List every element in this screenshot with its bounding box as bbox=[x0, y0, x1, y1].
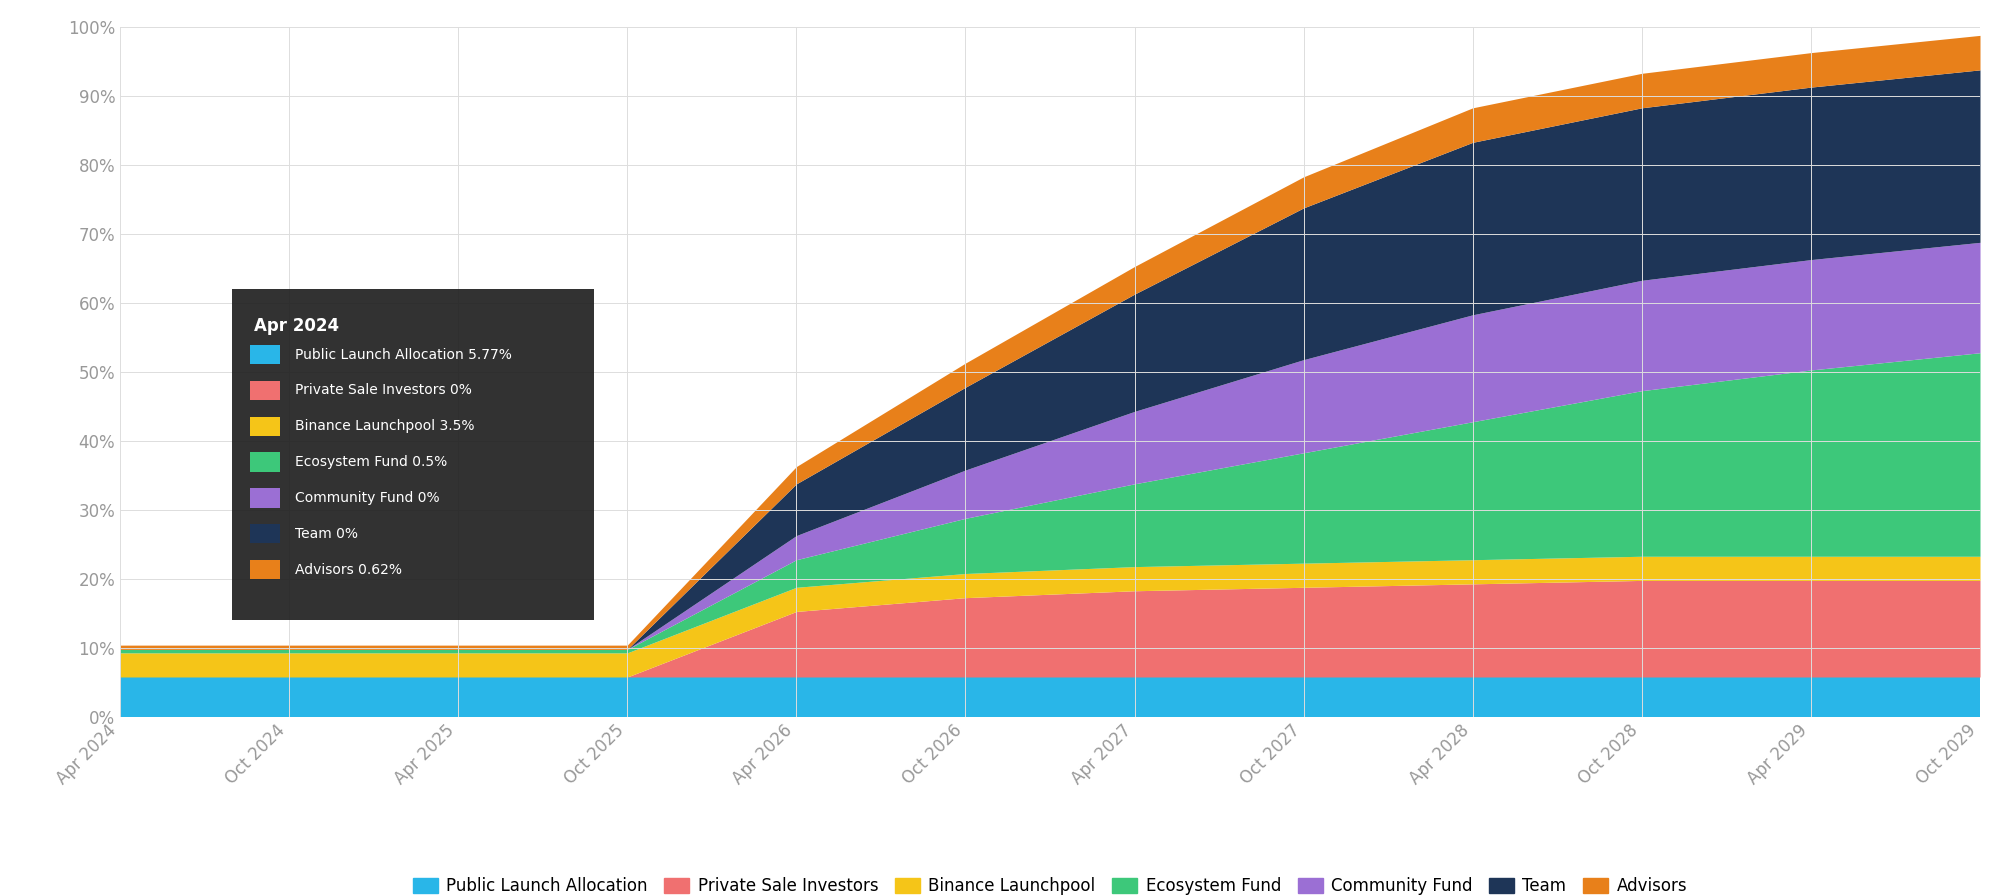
FancyBboxPatch shape bbox=[250, 381, 280, 401]
FancyBboxPatch shape bbox=[250, 524, 280, 544]
Legend: Public Launch Allocation, Private Sale Investors, Binance Launchpool, Ecosystem : Public Launch Allocation, Private Sale I… bbox=[406, 870, 1694, 896]
Text: Public Launch Allocation 5.77%: Public Launch Allocation 5.77% bbox=[294, 348, 512, 362]
FancyBboxPatch shape bbox=[250, 560, 280, 580]
Text: Team 0%: Team 0% bbox=[294, 527, 358, 541]
FancyBboxPatch shape bbox=[232, 289, 594, 620]
FancyBboxPatch shape bbox=[250, 488, 280, 508]
FancyBboxPatch shape bbox=[250, 417, 280, 436]
Text: Binance Launchpool 3.5%: Binance Launchpool 3.5% bbox=[294, 419, 474, 434]
Text: Advisors 0.62%: Advisors 0.62% bbox=[294, 563, 402, 577]
Text: Ecosystem Fund 0.5%: Ecosystem Fund 0.5% bbox=[294, 455, 448, 470]
FancyBboxPatch shape bbox=[250, 452, 280, 472]
Text: Private Sale Investors 0%: Private Sale Investors 0% bbox=[294, 383, 472, 398]
Text: Apr 2024: Apr 2024 bbox=[254, 316, 340, 334]
FancyBboxPatch shape bbox=[250, 345, 280, 365]
Text: Community Fund 0%: Community Fund 0% bbox=[294, 491, 440, 505]
